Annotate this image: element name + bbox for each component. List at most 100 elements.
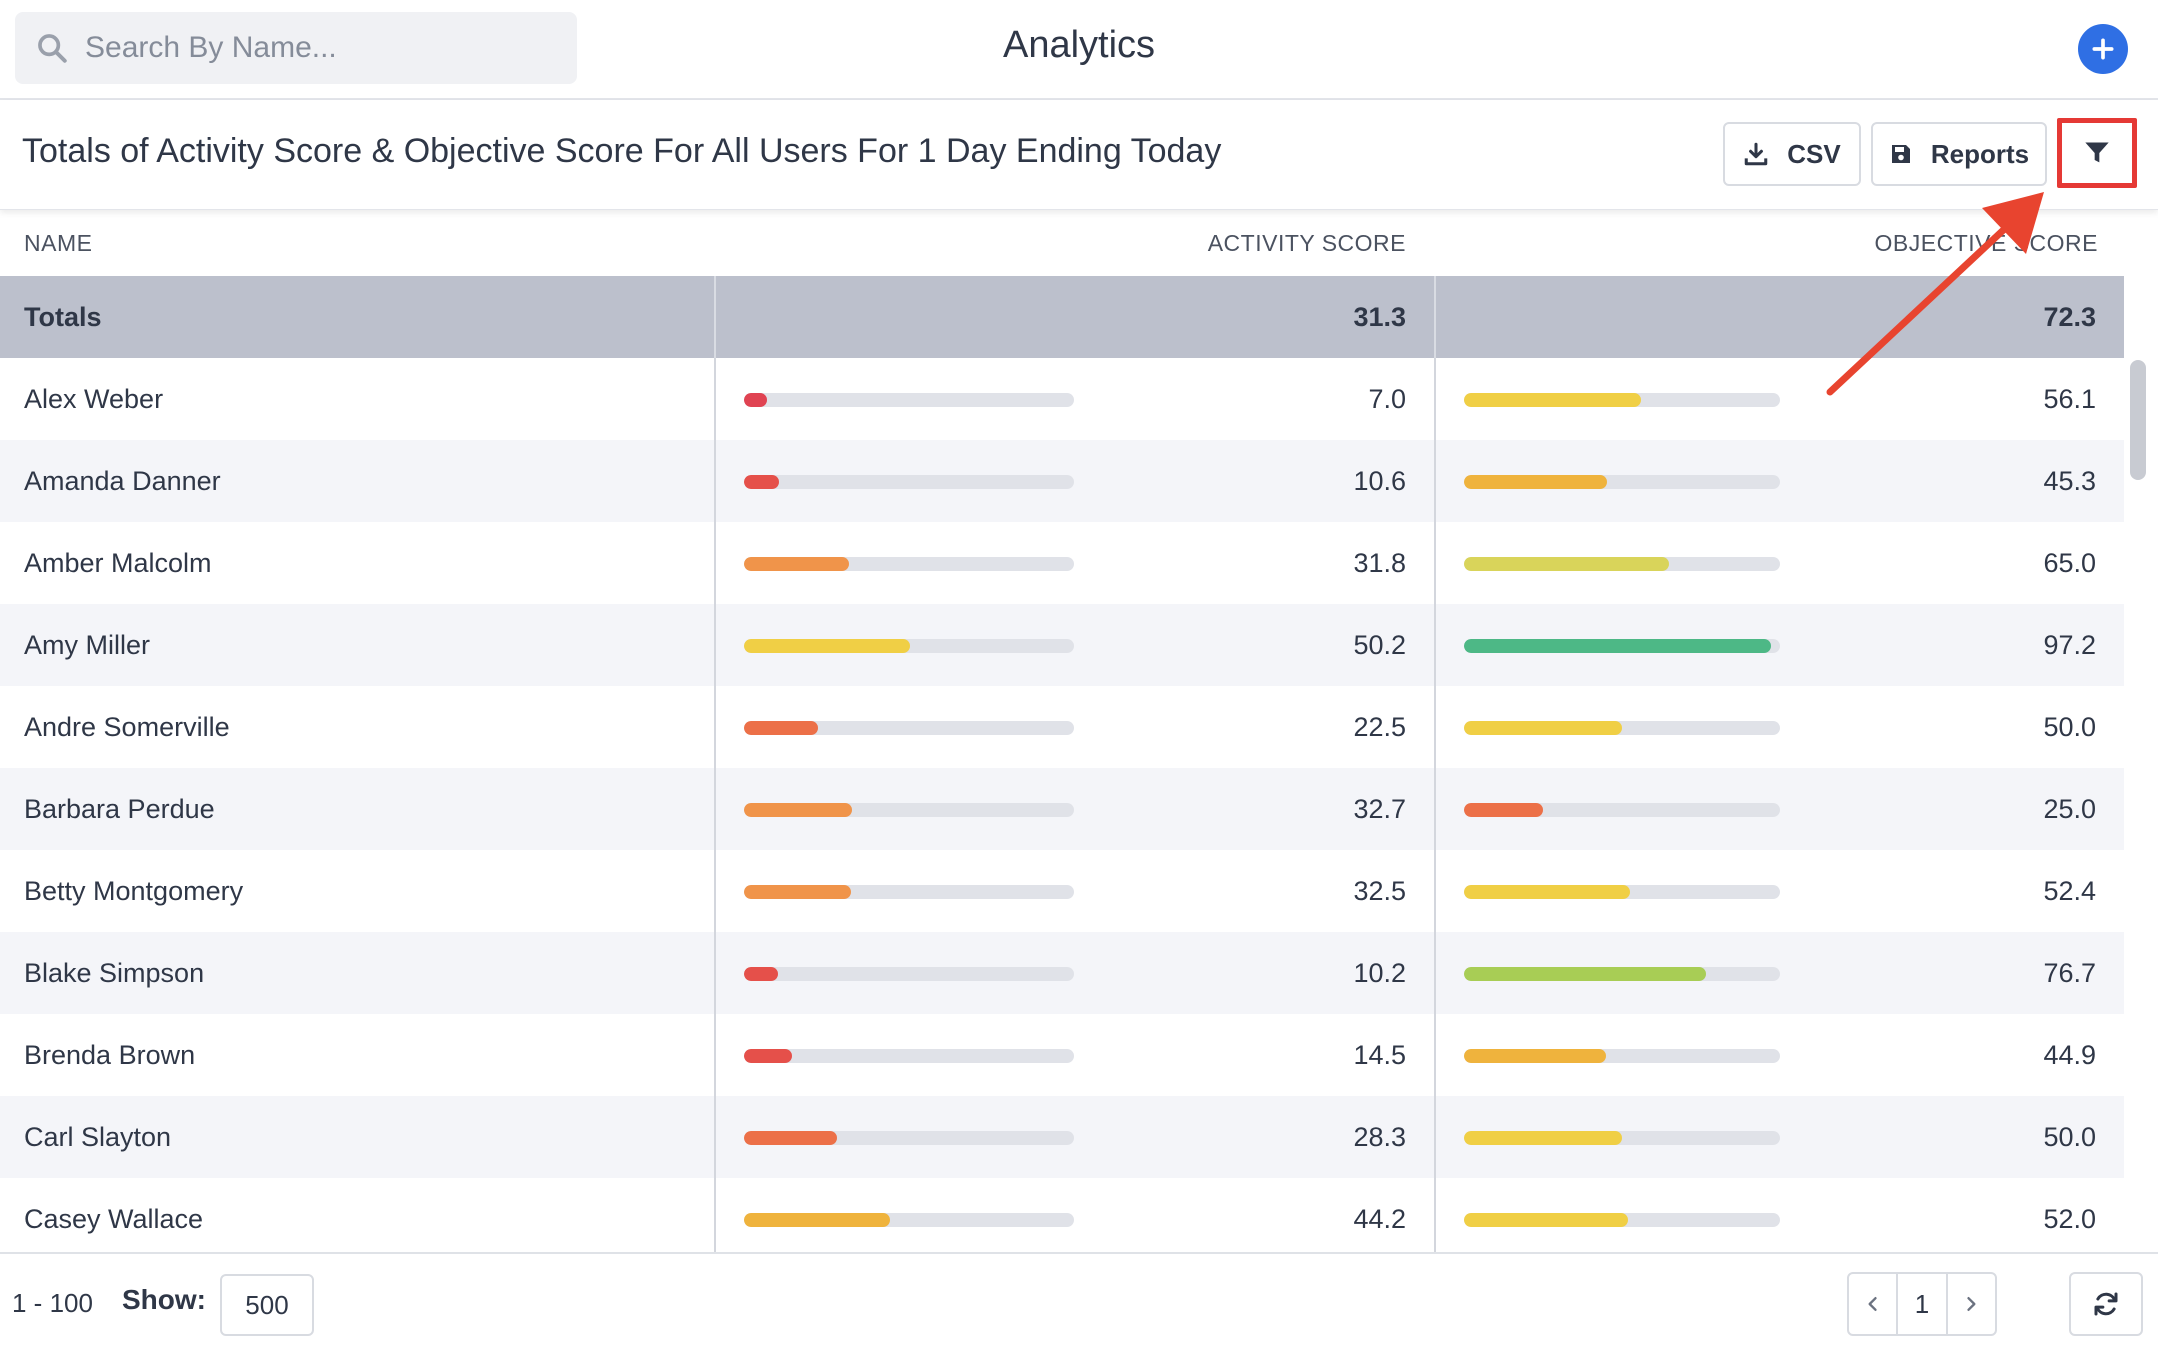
pagination: 1 (1847, 1272, 1997, 1336)
table-row[interactable]: Betty Montgomery 32.5 52.4 (0, 850, 2124, 932)
filter-icon (2085, 142, 2109, 163)
activity-score-bar-fill (744, 885, 852, 899)
column-divider (1434, 932, 1436, 1014)
column-divider (1434, 522, 1436, 604)
scrollbar[interactable] (2130, 360, 2146, 480)
table-row[interactable]: Amy Miller 50.2 97.2 (0, 604, 2124, 686)
activity-score-value: 28.3 (1353, 1122, 1406, 1152)
table-header: NAME ACTIVITY SCORE OBJECTIVE SCORE (0, 210, 2124, 276)
objective-score-bar-fill (1464, 885, 1630, 899)
objective-score-value: 97.2 (2043, 630, 2096, 660)
table-row[interactable]: Barbara Perdue 32.7 25.0 (0, 768, 2124, 850)
user-name[interactable]: Brenda Brown (24, 1040, 196, 1070)
column-divider (714, 1014, 716, 1096)
range-text: 1 - 100 (12, 1288, 93, 1318)
column-divider (714, 1178, 716, 1260)
objective-score-value: 25.0 (2043, 794, 2096, 824)
current-page[interactable]: 1 (1896, 1274, 1948, 1334)
activity-score-bar (744, 803, 1074, 817)
objective-score-value: 76.7 (2043, 958, 2096, 988)
user-name[interactable]: Barbara Perdue (24, 794, 215, 824)
scores-table: NAME ACTIVITY SCORE OBJECTIVE SCORE Tota… (0, 210, 2124, 1260)
objective-score-bar-fill (1464, 1049, 1606, 1063)
activity-score-value: 10.2 (1353, 958, 1406, 988)
objective-score-bar-fill (1464, 967, 1707, 981)
user-name[interactable]: Amanda Danner (24, 466, 221, 496)
table-row[interactable]: Amber Malcolm 31.8 65.0 (0, 522, 2124, 604)
reports-label: Reports (1930, 138, 2030, 169)
activity-score-value: 31.8 (1353, 548, 1406, 578)
chevron-left-icon (1868, 1297, 1877, 1311)
activity-score-bar-fill (744, 1213, 890, 1227)
report-title: Totals of Activity Score & Objective Sco… (22, 132, 1222, 170)
objective-score-bar-fill (1464, 1213, 1629, 1227)
csv-button[interactable]: CSV (1723, 122, 1861, 186)
activity-score-bar (744, 721, 1074, 735)
objective-score-bar (1464, 967, 1780, 981)
user-name[interactable]: Andre Somerville (24, 712, 230, 742)
prev-page-button[interactable] (1849, 1274, 1896, 1334)
activity-score-bar (744, 557, 1074, 571)
activity-score-bar-fill (744, 1049, 792, 1063)
column-divider (714, 686, 716, 768)
table-row[interactable]: Casey Wallace 44.2 52.0 (0, 1178, 2124, 1260)
refresh-button[interactable] (2069, 1272, 2143, 1336)
column-header-activity[interactable]: ACTIVITY SCORE (1207, 229, 1406, 256)
report-header: Totals of Activity Score & Objective Sco… (0, 100, 2158, 210)
user-name[interactable]: Carl Slayton (24, 1122, 172, 1152)
show-label: Show: (122, 1284, 206, 1315)
column-divider (714, 522, 716, 604)
activity-score-value: 22.5 (1353, 712, 1406, 742)
column-header-name[interactable]: NAME (24, 229, 93, 256)
column-divider (714, 440, 716, 522)
user-name[interactable]: Amber Malcolm (24, 548, 212, 578)
user-name[interactable]: Casey Wallace (24, 1204, 204, 1234)
top-bar: Analytics (0, 0, 2158, 100)
column-divider (714, 850, 716, 932)
user-name[interactable]: Blake Simpson (24, 958, 205, 988)
objective-score-bar (1464, 475, 1780, 489)
column-divider (714, 768, 716, 850)
filter-button[interactable] (2057, 118, 2137, 188)
page-size-select[interactable]: 500 (220, 1274, 314, 1336)
objective-score-bar (1464, 639, 1780, 653)
totals-row: Totals 31.3 72.3 (0, 276, 2124, 358)
next-page-button[interactable] (1948, 1274, 1995, 1334)
chevron-right-icon (1967, 1297, 1976, 1311)
search-icon (38, 34, 67, 63)
activity-score-bar (744, 1131, 1074, 1145)
objective-score-bar (1464, 1213, 1780, 1227)
reports-button[interactable]: Reports (1871, 122, 2047, 186)
objective-score-bar (1464, 885, 1780, 899)
activity-score-value: 32.7 (1353, 794, 1406, 824)
column-divider (1434, 1096, 1436, 1178)
user-name[interactable]: Amy Miller (24, 630, 150, 660)
table-row[interactable]: Alex Weber 7.0 56.1 (0, 358, 2124, 440)
table-row[interactable]: Amanda Danner 10.6 45.3 (0, 440, 2124, 522)
objective-score-bar (1464, 803, 1780, 817)
table-row[interactable]: Brenda Brown 14.5 44.9 (0, 1014, 2124, 1096)
user-name[interactable]: Betty Montgomery (24, 876, 244, 906)
objective-score-bar (1464, 1131, 1780, 1145)
user-name[interactable]: Alex Weber (24, 384, 164, 414)
activity-score-value: 7.0 (1368, 384, 1406, 414)
objective-score-bar (1464, 1049, 1780, 1063)
objective-score-value: 65.0 (2043, 548, 2096, 578)
totals-label: Totals (24, 302, 102, 332)
table-row[interactable]: Andre Somerville 22.5 50.0 (0, 686, 2124, 768)
activity-score-value: 44.2 (1353, 1204, 1406, 1234)
add-button[interactable] (2078, 24, 2128, 74)
objective-score-value: 52.0 (2043, 1204, 2096, 1234)
column-divider (1434, 440, 1436, 522)
objective-score-bar (1464, 721, 1780, 735)
table-row[interactable]: Blake Simpson 10.2 76.7 (0, 932, 2124, 1014)
objective-score-bar-fill (1464, 639, 1772, 653)
objective-score-bar (1464, 393, 1780, 407)
refresh-icon (2094, 1292, 2118, 1316)
search-box[interactable] (15, 12, 577, 84)
search-input[interactable] (85, 31, 565, 65)
activity-score-bar-fill (744, 803, 852, 817)
activity-score-bar (744, 885, 1074, 899)
table-row[interactable]: Carl Slayton 28.3 50.0 (0, 1096, 2124, 1178)
objective-score-bar-fill (1464, 557, 1670, 571)
